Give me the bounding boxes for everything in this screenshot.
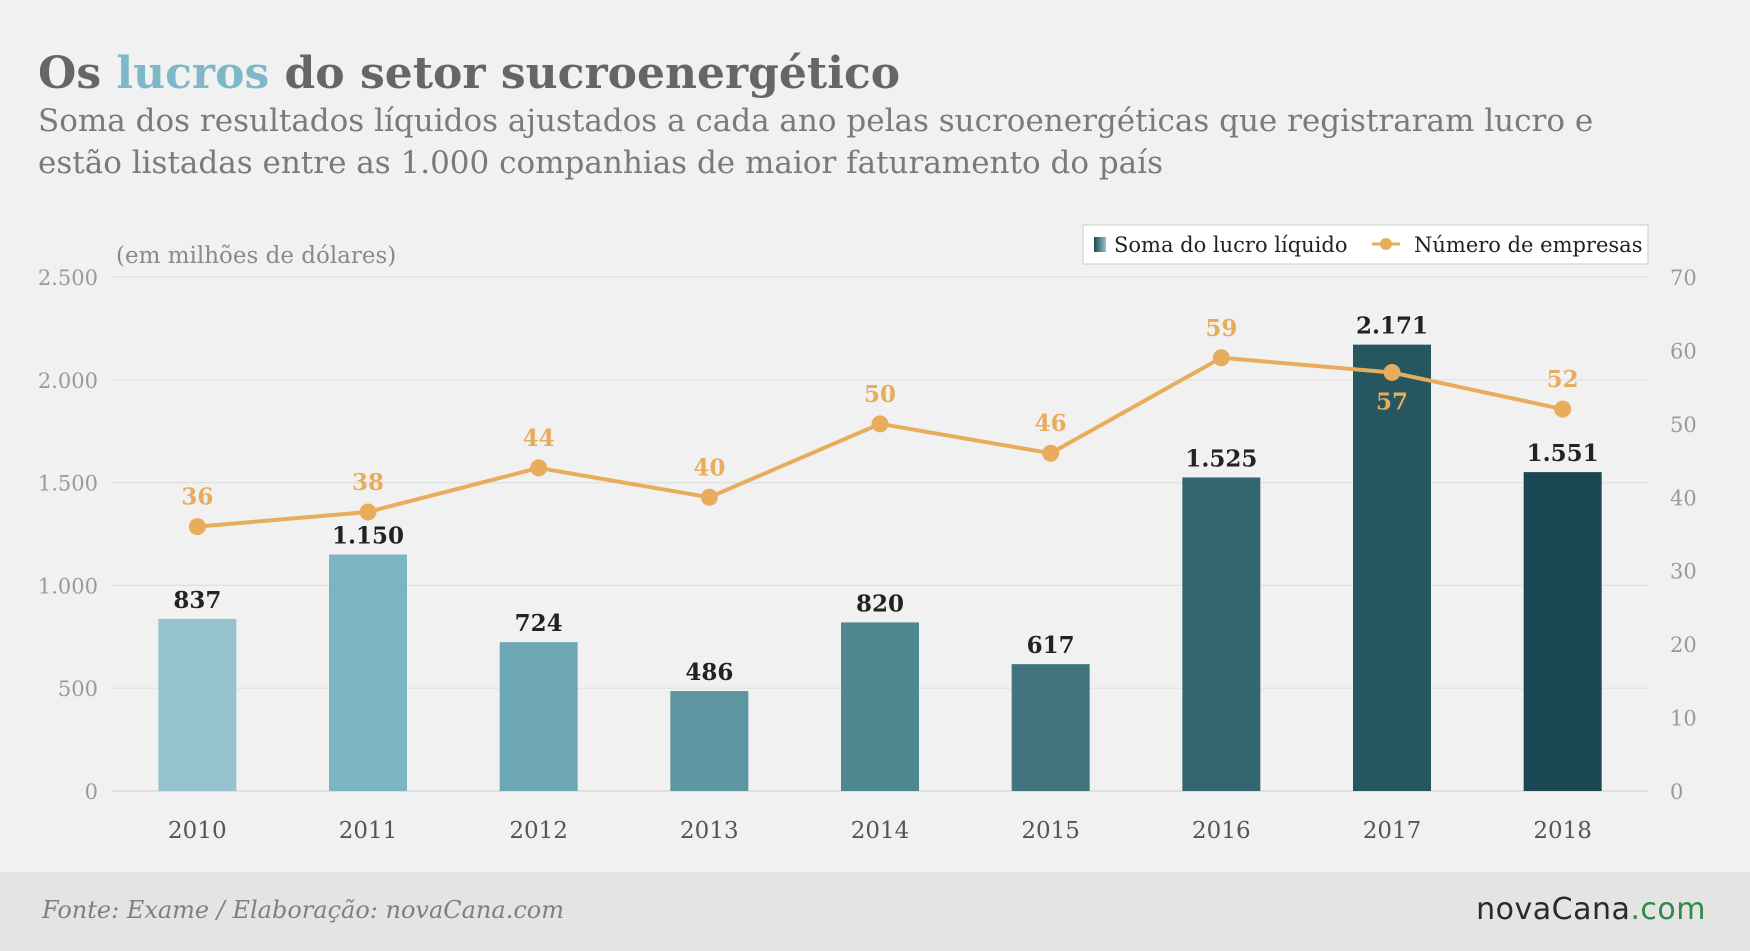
y-tick-label: 1.000: [38, 574, 98, 598]
line-point: [700, 488, 718, 506]
chart-subtitle: Soma dos resultados líquidos ajustados a…: [38, 103, 1594, 181]
bar-value-label: 486: [685, 659, 733, 686]
line-value-label: 52: [1547, 366, 1579, 393]
bar-value-label: 1.551: [1527, 440, 1599, 467]
bar-value-label: 2.171: [1356, 313, 1428, 340]
line-value-label: 59: [1205, 315, 1237, 342]
bar: [841, 622, 919, 791]
line-value-label: 40: [693, 454, 725, 481]
legend-bar-swatch: [1094, 237, 1106, 252]
y2-tick-label: 60: [1670, 339, 1697, 363]
x-tick-label: 2012: [509, 818, 568, 844]
y-tick-label: 2.500: [38, 266, 98, 290]
y2-tick-label: 0: [1670, 780, 1683, 804]
legend-label-line: Número de empresas: [1414, 233, 1642, 257]
unit-note: (em milhões de dólares): [116, 243, 396, 269]
bar: [499, 642, 578, 791]
x-tick-label: 2018: [1533, 818, 1592, 844]
line-point: [1383, 363, 1401, 381]
novacana-logo: novaCana.com: [1476, 892, 1706, 927]
x-tick-label: 2010: [168, 818, 227, 844]
line-value-label: 57: [1376, 388, 1408, 415]
y-tick-label: 1.500: [38, 472, 98, 496]
line-point: [359, 503, 377, 521]
x-tick-label: 2017: [1363, 818, 1422, 844]
line-point: [188, 518, 206, 536]
bar: [670, 691, 749, 791]
line-point: [1554, 400, 1572, 418]
line-value-label: 38: [352, 469, 384, 496]
bar: [1523, 472, 1602, 791]
y-tick-label: 2.000: [38, 369, 98, 393]
line-point: [1212, 349, 1230, 367]
bar: [329, 554, 407, 791]
y2-tick-label: 70: [1670, 266, 1697, 290]
y2-tick-label: 40: [1670, 486, 1697, 510]
line-point: [1042, 444, 1060, 462]
bar-value-label: 837: [173, 587, 221, 614]
title-highlight: lucros: [116, 48, 270, 99]
bar-value-label: 820: [856, 590, 904, 617]
logo-main: novaCana: [1476, 892, 1631, 927]
y2-tick-label: 20: [1670, 633, 1697, 657]
bar: [1182, 477, 1261, 791]
chart-title: Os lucros do setor sucroenergético: [38, 48, 900, 99]
line-value-label: 50: [864, 381, 896, 408]
bar-value-label: 1.525: [1185, 445, 1257, 472]
bar: [158, 618, 237, 791]
x-tick-label: 2016: [1192, 818, 1251, 844]
logo-suffix: .com: [1630, 892, 1706, 927]
bar: [1011, 664, 1090, 791]
x-tick-label: 2015: [1021, 818, 1080, 844]
line-value-label: 44: [523, 425, 555, 452]
line-value-label: 36: [181, 484, 213, 511]
y-tick-label: 0: [85, 780, 98, 804]
combo-chart: 0 500 1.000 1.500 2.000 2.500 0 10 20 30 40 50 60 70 (…: [38, 224, 1697, 844]
x-tick-label: 2011: [339, 818, 398, 844]
bar-value-label: 617: [1027, 632, 1075, 659]
y2-tick-label: 30: [1670, 560, 1697, 584]
title-post: do setor sucroenergético: [269, 48, 901, 99]
legend-line-marker: [1380, 238, 1392, 250]
legend-box: [1082, 224, 1649, 265]
bar-value-label: 1.150: [332, 523, 404, 550]
line-point: [530, 459, 548, 477]
x-tick-label: 2014: [851, 818, 910, 844]
line-point: [871, 415, 889, 433]
y-tick-label: 500: [58, 677, 98, 701]
bar-value-label: 724: [515, 610, 563, 637]
source-note: Fonte: Exame / Elaboração: novaCana.com: [42, 896, 564, 924]
footer: Fonte: Exame / Elaboração: novaCana.com …: [0, 872, 1750, 951]
bar: [1353, 344, 1431, 791]
title-pre: Os: [38, 48, 117, 99]
line-value-label: 46: [1035, 410, 1067, 437]
y2-tick-label: 10: [1670, 707, 1697, 731]
y2-tick-label: 50: [1670, 413, 1697, 437]
x-tick-label: 2013: [680, 818, 739, 844]
legend-label-bars: Soma do lucro líquido: [1114, 233, 1347, 257]
